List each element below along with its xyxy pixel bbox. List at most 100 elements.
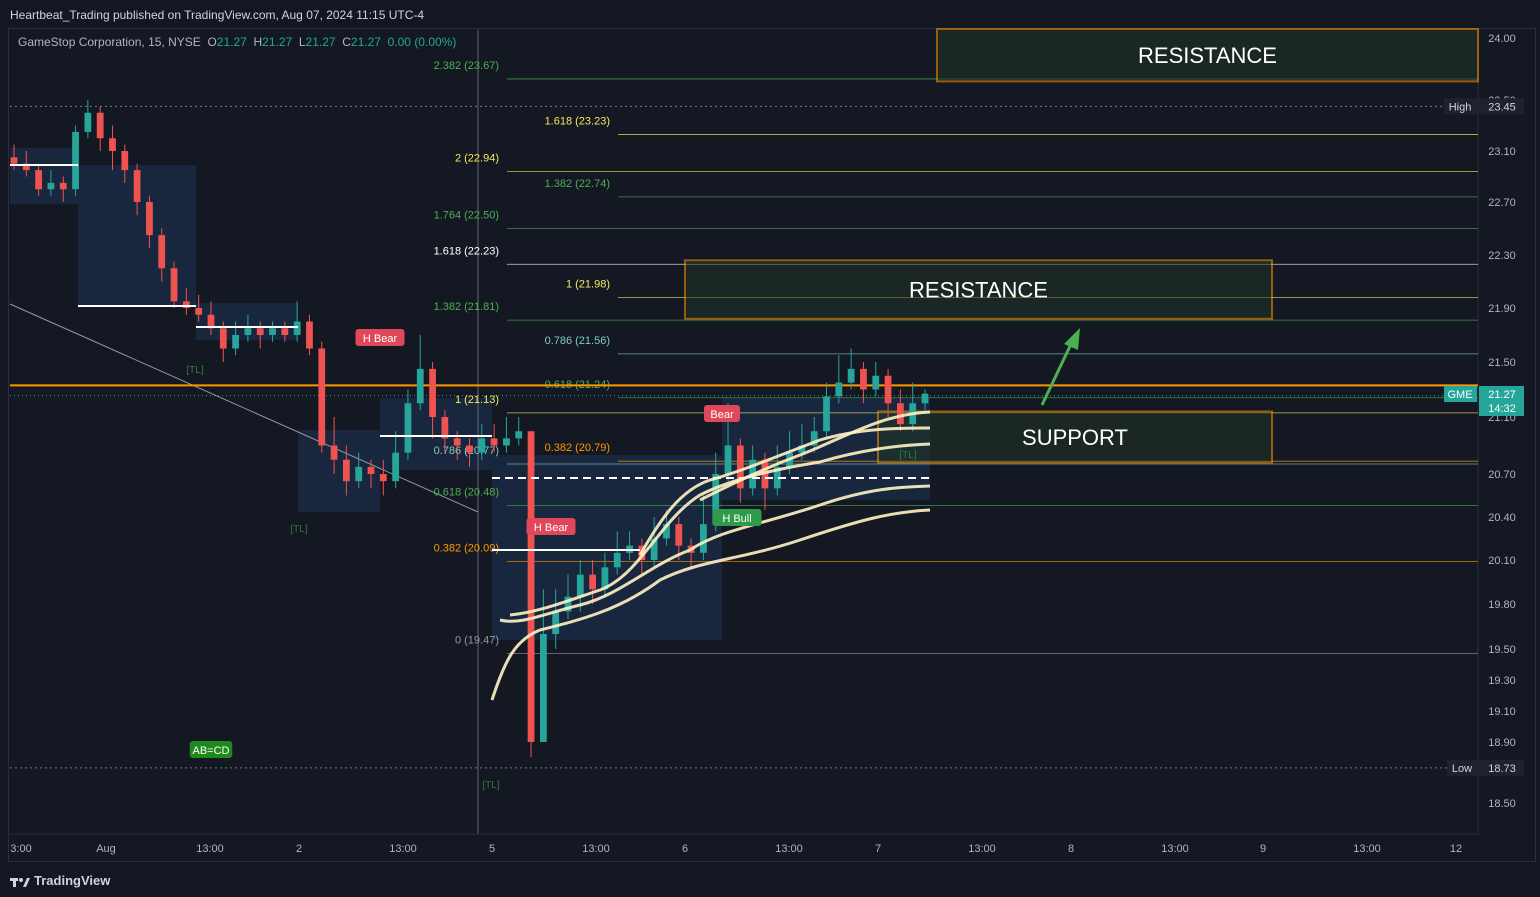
candle-body-9 (121, 151, 129, 171)
candle-body-41 (515, 431, 523, 439)
y-tick-5: 21.90 (1488, 303, 1516, 315)
tradingview-brand[interactable]: TradingView (10, 873, 110, 888)
fib-level-label-14: 0.382 (20.09) (434, 542, 499, 554)
x-tick-14: 13:00 (1353, 843, 1381, 855)
candle-body-48 (601, 567, 609, 590)
y-tick-8: 20.70 (1488, 469, 1516, 481)
candle-body-24 (306, 321, 313, 349)
fib-level-label-15: 0 (19.47) (455, 635, 499, 647)
fib-level-label-3: 1.382 (22.74) (545, 178, 610, 190)
candle-body-2 (35, 170, 43, 190)
change-value: 0.00 (0.00%) (387, 35, 457, 49)
candle-body-35 (441, 417, 449, 439)
published-bar: Heartbeat_Trading published on TradingVi… (0, 0, 1540, 28)
zone-label-2: SUPPORT (1022, 425, 1128, 450)
candle-body-10 (133, 170, 141, 202)
tl-label-1: [TL] (290, 524, 307, 535)
candle-body-29 (367, 466, 375, 474)
gme-countdown: 14:32 (1488, 403, 1516, 415)
candle-body-40 (503, 438, 510, 446)
candle-body-25 (318, 348, 326, 446)
low-value: 18.73 (1488, 763, 1516, 775)
candle-body-18 (232, 335, 239, 349)
gme-tag: GME (1447, 389, 1472, 401)
candle-body-57 (712, 474, 720, 525)
band-curve-2 (509, 442, 931, 617)
candle-body-62 (773, 466, 781, 489)
candle-body-67 (835, 382, 843, 397)
fib-level-label-2: 2 (22.94) (455, 152, 499, 164)
candle-body-42 (527, 431, 535, 742)
y-tick-15: 18.90 (1488, 737, 1516, 749)
open-label: O (207, 35, 217, 49)
low-tag: Low (1452, 763, 1472, 775)
candle-body-20 (256, 328, 264, 335)
published-text: Heartbeat_Trading published on TradingVi… (10, 8, 425, 22)
candle-body-13 (170, 268, 178, 302)
gme-value: 21.27 (1488, 389, 1516, 401)
trend-line (9, 303, 479, 513)
y-tick-3: 22.70 (1488, 197, 1516, 209)
candle-body-28 (355, 466, 363, 482)
y-tick-2: 23.10 (1488, 146, 1516, 158)
candle-body-27 (343, 459, 350, 482)
tl-label-3: [TL] (899, 450, 916, 461)
signal-badge-2 (704, 405, 740, 422)
high-tag-bg (1444, 98, 1477, 115)
fib-level-label-6: 1 (21.98) (566, 278, 610, 290)
candle-body-49 (613, 552, 621, 568)
low-tag-bg (1447, 759, 1477, 776)
tl-label-2: [TL] (482, 780, 499, 791)
y-tick-9: 20.40 (1488, 512, 1516, 524)
signal-badge-0 (355, 329, 405, 346)
fib-level-label-10: 1 (21.13) (455, 394, 499, 406)
y-tick-13: 19.30 (1488, 675, 1516, 687)
candle-body-8 (109, 138, 116, 151)
candle-body-14 (182, 301, 190, 308)
candle-body-39 (490, 438, 498, 446)
symbol-name: GameStop Corporation, 15, NYSE (18, 35, 201, 49)
signal-badge-text-4: AB=CD (193, 745, 230, 757)
candle-body-59 (736, 445, 744, 489)
candle-body-36 (453, 438, 461, 446)
band-curve-4 (699, 410, 931, 502)
signal-badge-3 (712, 509, 762, 526)
open-value: 21.27 (216, 35, 247, 49)
tl-label-0: [TL] (186, 365, 203, 376)
fib-level-label-0: 2.382 (23.67) (434, 60, 499, 72)
signal-badge-4 (189, 741, 233, 758)
candle-body-3 (47, 182, 55, 190)
brand-name: TradingView (34, 873, 111, 888)
signal-badge-text-3: H Bull (722, 513, 751, 525)
close-label: C (342, 35, 351, 49)
candle-body-0 (10, 157, 18, 164)
candle-body-66 (823, 396, 830, 432)
candle-body-19 (244, 328, 252, 335)
candle-body-11 (146, 202, 153, 236)
signal-badge-1 (526, 518, 576, 535)
zone-box-1 (684, 259, 1273, 320)
x-tick-6: 13:00 (582, 843, 610, 855)
chart-frame[interactable] (8, 28, 1536, 862)
y-tick-4: 22.30 (1488, 250, 1516, 262)
gme-value-bg (1479, 386, 1524, 416)
x-tick-0: 3:00 (10, 843, 31, 855)
candle-body-37 (466, 445, 473, 453)
x-tick-13: 9 (1260, 843, 1266, 855)
x-tick-12: 13:00 (1161, 843, 1189, 855)
high-value: 21.27 (262, 35, 293, 49)
candle-body-45 (564, 596, 572, 612)
candle-body-52 (650, 538, 658, 560)
candle-body-16 (207, 314, 215, 329)
gme-tag-bg (1444, 386, 1477, 402)
x-tick-11: 8 (1068, 843, 1074, 855)
structure-zone-0 (10, 148, 78, 204)
up-arrow-shaft (1040, 341, 1074, 406)
candle-body-72 (896, 403, 904, 425)
candle-body-74 (921, 393, 929, 404)
candle-body-22 (281, 328, 289, 335)
candle-body-21 (269, 328, 276, 335)
fib-level-label-8: 0.786 (21.56) (545, 335, 610, 347)
candle-body-64 (798, 445, 806, 453)
